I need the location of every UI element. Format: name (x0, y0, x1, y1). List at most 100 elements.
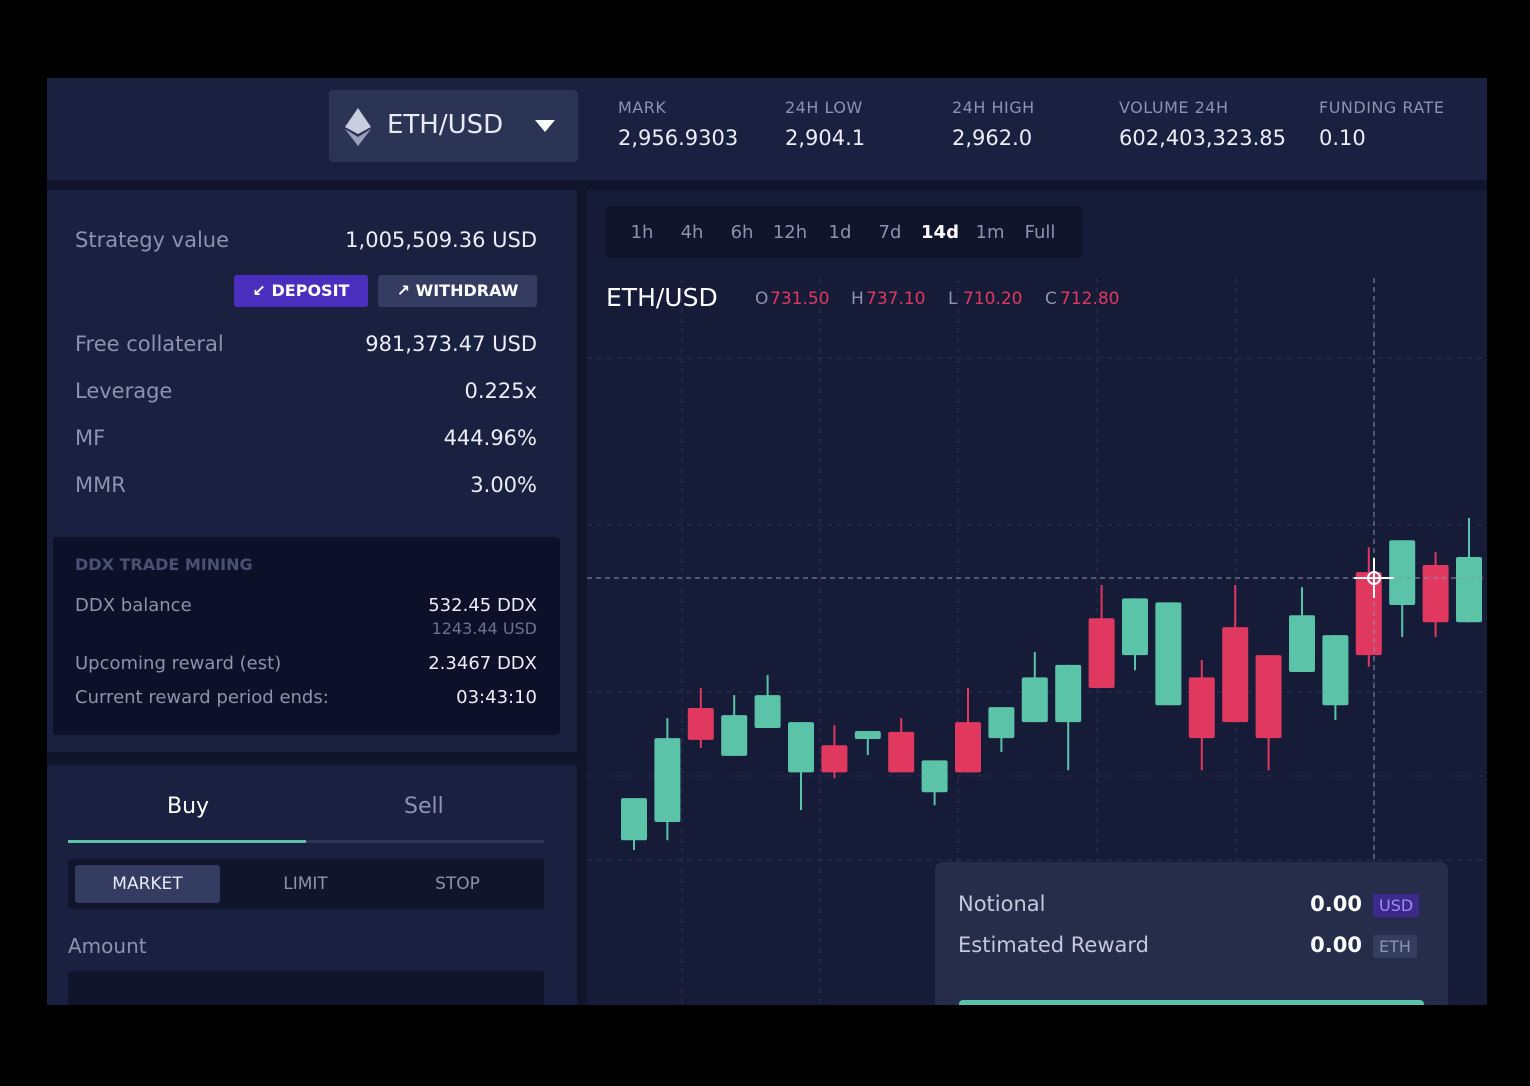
interval[interactable]: 12h (772, 222, 808, 243)
submit-button[interactable] (959, 1000, 1424, 1005)
pair-label: ETH/USD (387, 110, 504, 140)
interval[interactable]: 1h (630, 222, 654, 243)
reward-panel (935, 862, 1448, 1005)
interval[interactable]: 14d (921, 222, 959, 243)
candle-body (1122, 598, 1148, 656)
row-value: 981,373.47 USD (365, 332, 537, 356)
readout-name: O (755, 289, 769, 309)
rp-unit: ETH (1373, 935, 1417, 958)
interval[interactable]: 1d (828, 222, 852, 243)
interval[interactable]: 6h (730, 222, 754, 243)
period-label: Current reward period ends: (75, 687, 329, 708)
period: 03:43:10 (456, 687, 537, 708)
candle-body (654, 738, 681, 823)
candle-body (955, 722, 981, 773)
strategy-label: Strategy value (75, 228, 230, 252)
candle-body (1255, 655, 1282, 739)
chart-title: ETH/USD (606, 283, 718, 312)
pair-selector[interactable]: ETH/USD (329, 90, 578, 162)
candle-body (1188, 677, 1215, 739)
candle-body (721, 715, 748, 756)
buy-tab[interactable]: Buy (167, 794, 210, 819)
eth-icon (345, 108, 371, 146)
readout-value: 710.20 (963, 289, 1023, 309)
crosshair-dot (1367, 571, 1381, 585)
candle-body (888, 731, 915, 773)
readout-value: 731.50 (770, 289, 830, 309)
stat-label: FUNDING RATE (1319, 98, 1445, 117)
row-value: 0.225x (464, 379, 537, 403)
row-value: 3.00% (470, 473, 537, 497)
candle-body (1456, 557, 1482, 623)
amount-label: Amount (68, 934, 147, 958)
stat-label: 24H LOW (785, 98, 863, 117)
mining-panel (53, 537, 560, 735)
mining-title: DDX TRADE MINING (75, 555, 253, 574)
readout-value: 712.80 (1060, 289, 1120, 309)
candle-body (621, 798, 647, 841)
row-value: 444.96% (443, 426, 537, 450)
reward: 2.3467 DDX (428, 653, 537, 674)
candle-body (1088, 618, 1115, 688)
candle-body (921, 760, 948, 793)
candle-body (1021, 677, 1048, 723)
candle-body (854, 731, 881, 740)
header-bar (47, 78, 1487, 180)
rp-label: Estimated Reward (958, 933, 1149, 957)
withdraw-button[interactable]: ↗ WITHDRAW (378, 275, 537, 307)
reward-label: Upcoming reward (est) (75, 653, 282, 674)
row-label: MF (75, 426, 106, 450)
candle-body (1289, 615, 1315, 673)
withdraw-text: WITHDRAW (415, 281, 519, 300)
row-label: Free collateral (75, 332, 224, 356)
readout-value: 737.10 (866, 289, 926, 309)
stat-value: 602,403,323.85 (1119, 126, 1286, 150)
balance-usd: 1243.44 USD (431, 619, 537, 638)
candle-body (1055, 664, 1082, 723)
app: ETH/USD Strategy value 1,005,509.36 USD … (47, 78, 1487, 1005)
candle-body (1322, 635, 1349, 706)
candle-body (988, 707, 1015, 739)
candle-body (1222, 627, 1249, 723)
readout-name: L (948, 289, 958, 309)
rp-unit: USD (1373, 894, 1420, 917)
stat-value: 2,962.0 (952, 126, 1033, 150)
tab-track (68, 840, 544, 843)
dropdown-arrow (535, 120, 555, 132)
interval[interactable]: 7d (878, 222, 902, 243)
stat-value: 2,904.1 (785, 126, 866, 150)
candle-body (687, 707, 714, 740)
row-label: MMR (75, 473, 126, 497)
stat-label: VOLUME 24H (1119, 98, 1229, 117)
stat-value: 2,956.9303 (618, 126, 739, 150)
candle-body (821, 745, 848, 773)
stat-label: 24H HIGH (952, 98, 1035, 117)
candle-body (1355, 572, 1382, 656)
stat-label: MARK (618, 98, 667, 117)
limit-type[interactable]: LIMIT (283, 874, 328, 894)
crosshair-cursor (1354, 558, 1394, 598)
rp-value: 0.00 (1310, 892, 1362, 916)
candle-body (1422, 565, 1449, 623)
rp-label: Notional (958, 892, 1046, 916)
interval[interactable]: 4h (680, 222, 704, 243)
candle-body (1155, 602, 1182, 706)
amount-input[interactable] (68, 971, 544, 1005)
tab-indicator (68, 840, 306, 843)
interval-bar (605, 206, 1082, 258)
market-active (75, 865, 220, 903)
stop-type[interactable]: STOP (435, 874, 480, 894)
sell-tab[interactable]: Sell (404, 794, 444, 819)
interval[interactable]: 1m (975, 222, 1005, 243)
balance: 532.45 DDX (428, 595, 537, 616)
chart (587, 278, 1487, 1005)
interval[interactable]: Full (1024, 222, 1056, 243)
row-label: Leverage (75, 379, 173, 403)
candle-body (754, 695, 781, 728)
deposit-button[interactable]: ↙ DEPOSIT (234, 275, 368, 307)
strategy-value: 1,005,509.36 USD (345, 228, 537, 252)
market-type[interactable]: MARKET (112, 874, 183, 894)
deposit-text: DEPOSIT (271, 281, 350, 300)
stat-value: 0.10 (1319, 126, 1366, 150)
